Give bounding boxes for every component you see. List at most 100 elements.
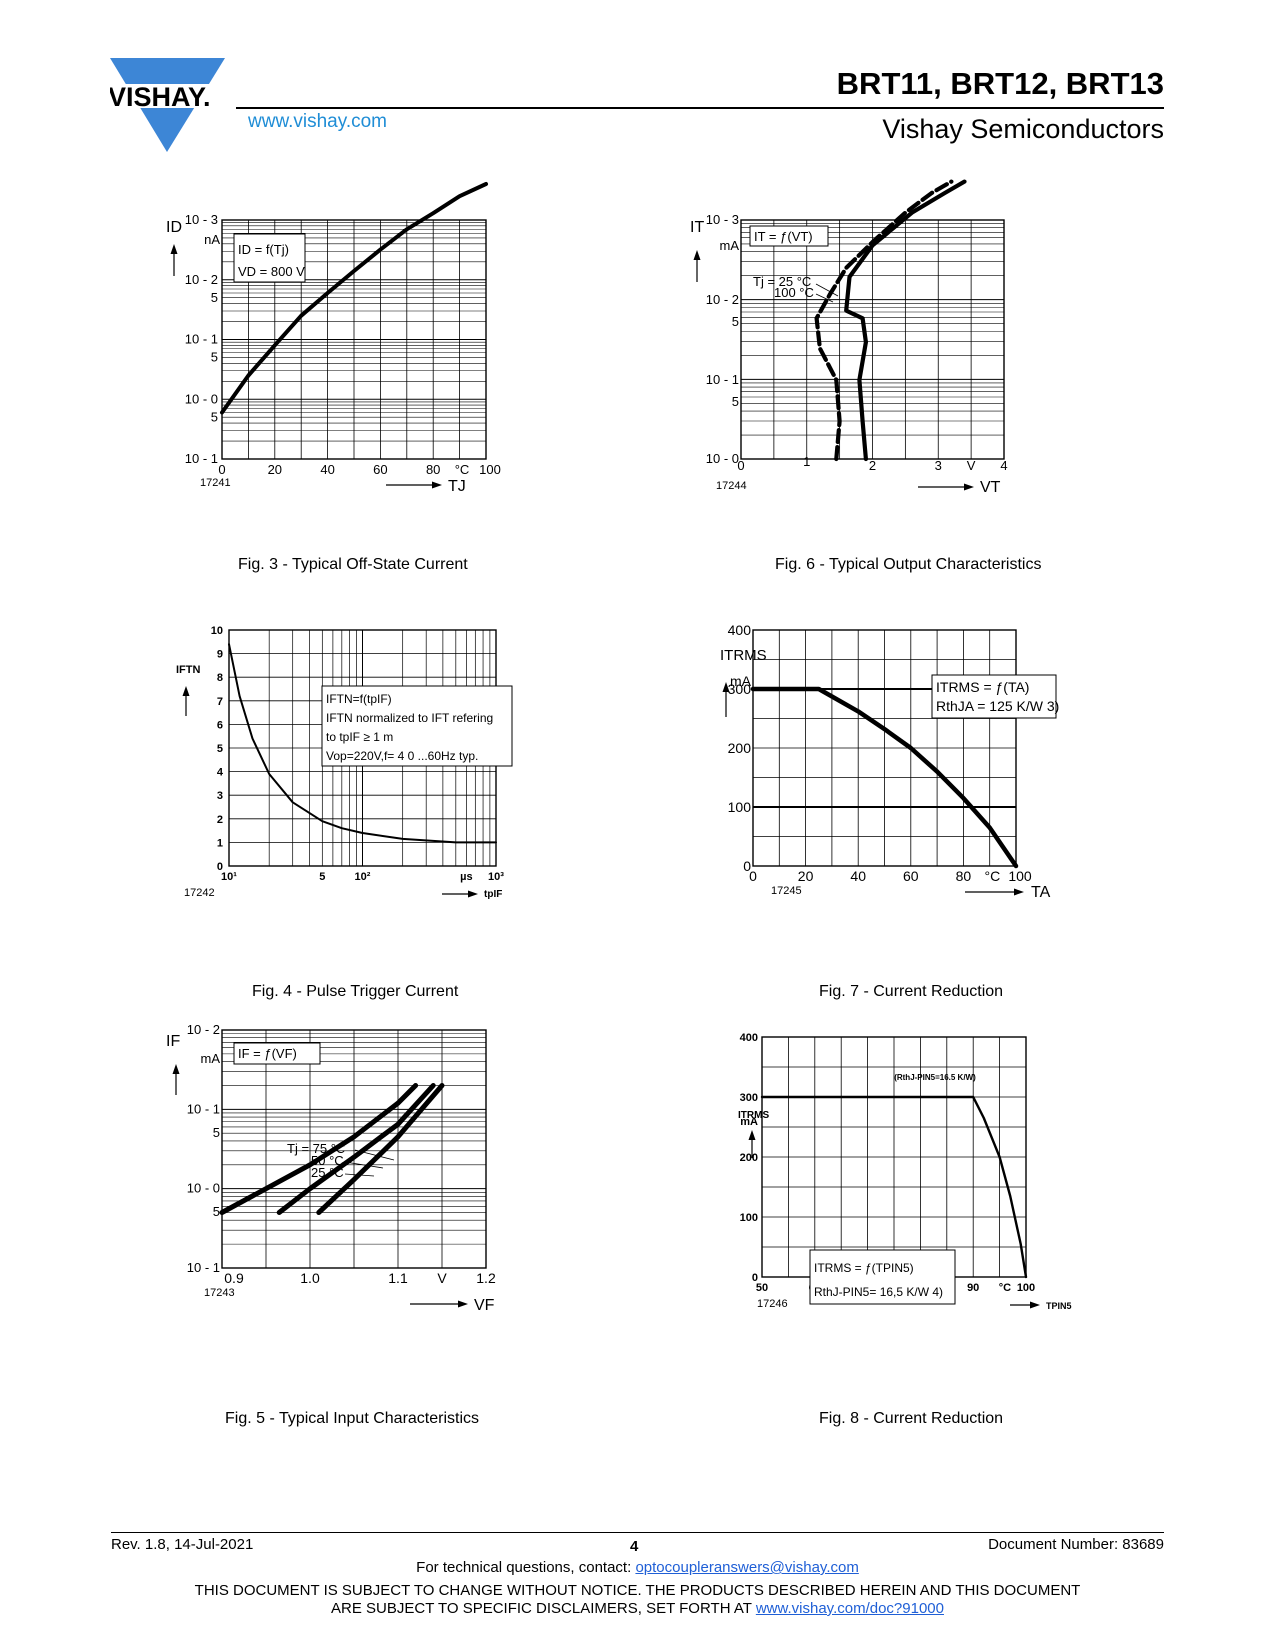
fig3-legend-text: ID = f(Tj) xyxy=(238,242,289,257)
fig3-series-line xyxy=(220,182,488,415)
fig5-series-line-1 xyxy=(276,1083,436,1215)
disclaimer-line-1: THIS DOCUMENT IS SUBJECT TO CHANGE WITHO… xyxy=(194,1582,1081,1599)
fig4-ytick-label: 10 xyxy=(211,625,223,637)
fig6-x-unit: V xyxy=(967,458,976,473)
fig3-xtick-label: 80 xyxy=(426,462,440,477)
fig7-legend-box xyxy=(931,674,1057,719)
fig8-figure-code: 17246 xyxy=(757,1298,788,1310)
fig7-legend-text: ITRMS = ƒ(TA) xyxy=(936,679,1029,695)
fig8-ytick-label: 400 xyxy=(740,1032,758,1044)
logo-text: VISHAY. xyxy=(110,82,211,112)
fig3-figure-code: 17241 xyxy=(200,477,231,489)
fig4-ytick-label: 9 xyxy=(217,649,223,661)
fig4-legend-text: Vop=220V,f= 4 0 ...60Hz typ. xyxy=(326,749,478,763)
fig5-annotation-25c: 25 °C xyxy=(311,1165,344,1180)
fig5-annotation-leader xyxy=(344,1173,375,1177)
fig7-ytick-label: 200 xyxy=(728,740,752,756)
fig7-xtick-label: 80 xyxy=(956,868,972,884)
fig8-legend-text: ITRMS = ƒ(TPIN5) xyxy=(814,1261,914,1275)
fig8-y-arrow-head xyxy=(748,1130,756,1140)
fig6-annotation-100c: 100 °C xyxy=(774,285,814,300)
fig8-caption: Fig. 8 - Current Reduction xyxy=(819,1410,1004,1427)
fig6-x-axis-label: VT xyxy=(980,479,1001,496)
fig8-ytick-label: 100 xyxy=(740,1212,758,1224)
fig7-y-unit: mA xyxy=(730,673,752,689)
fig7-xtick-label: 40 xyxy=(850,868,866,884)
fig6-caption: Fig. 6 - Typical Output Characteristics xyxy=(775,556,1042,573)
fig3-x-unit: °C xyxy=(455,462,470,477)
fig6-ytick-label: 10 - 0 xyxy=(706,451,739,466)
footer-rule xyxy=(111,1532,1164,1533)
fig6-legend-box xyxy=(749,225,829,247)
fig7-x-arrow-head xyxy=(1014,888,1024,896)
fig7-ytick-label: 400 xyxy=(728,622,752,638)
fig6-xtick-label: 4 xyxy=(1000,458,1007,473)
website-link[interactable]: www.vishay.com xyxy=(248,111,388,132)
fig7-legend-text: RthJA = 125 K/W 3) xyxy=(936,698,1059,714)
fig3-ytick-label: 10 - 3 xyxy=(185,212,218,227)
fig6-ytick-label: 10 - 2 xyxy=(706,292,739,307)
contact-email-link[interactable]: optocoupleranswers@vishay.com xyxy=(635,1559,859,1576)
fig8-xtick-label: 50 xyxy=(756,1282,768,1294)
fig5-ytick-label: 10 - 2 xyxy=(187,1022,220,1037)
fig8-y-unit: mA xyxy=(740,1116,758,1128)
fig7-figure-code: 17245 xyxy=(771,885,802,897)
fig3-y-axis-label: ID xyxy=(166,219,182,236)
fig6-ytick-label: 5 xyxy=(732,394,739,409)
fig5-series-line-2 xyxy=(316,1083,445,1215)
fig8-legend-box xyxy=(809,1249,956,1305)
fig7-ytick-label: 100 xyxy=(728,799,752,815)
fig6-y-unit: mA xyxy=(720,238,740,253)
fig5-ytick-label: 10 - 1 xyxy=(187,1260,220,1275)
fig4-figure-code: 17242 xyxy=(184,887,215,899)
fig4-ytick-label: 4 xyxy=(217,767,224,779)
disclaimer-link[interactable]: www.vishay.com/doc?91000 xyxy=(755,1600,944,1617)
fig5-x-arrow-head xyxy=(458,1300,468,1308)
fig7-y-arrow-head xyxy=(722,682,730,692)
fig6-figure-code: 17244 xyxy=(716,480,747,492)
fig7-xtick-label: 100 xyxy=(1008,868,1032,884)
header-rule xyxy=(236,107,1164,109)
fig6-y-arrow-head xyxy=(693,250,701,260)
fig4-caption: Fig. 4 - Pulse Trigger Current xyxy=(252,983,459,1000)
disclaimer-prefix: ARE SUBJECT TO SPECIFIC DISCLAIMERS, SET… xyxy=(331,1600,756,1617)
fig8-x-arrow-head xyxy=(1030,1301,1040,1309)
fig5-series-line-0 xyxy=(219,1083,419,1215)
fig4-series-line xyxy=(228,643,497,844)
fig3-xtick-label: 40 xyxy=(320,462,334,477)
fig6-series-100c xyxy=(814,179,954,462)
fig5-ytick-label: 5 xyxy=(213,1204,220,1219)
fig4-ytick-label: 7 xyxy=(217,696,223,708)
fig7-x-unit: °C xyxy=(984,868,1000,884)
fig3-xtick-label: 20 xyxy=(268,462,282,477)
fig6-y-axis-label: IT xyxy=(690,219,704,236)
fig8-legend-text: RthJ-PIN5= 16,5 K/W 4) xyxy=(814,1285,943,1299)
fig3-caption: Fig. 3 - Typical Off-State Current xyxy=(238,556,468,573)
fig5-caption: Fig. 5 - Typical Input Characteristics xyxy=(225,1410,480,1427)
fig5-xtick-label: 1.1 xyxy=(388,1270,408,1286)
fig4-x-unit: µs xyxy=(460,871,472,883)
fig5-ytick-label: 5 xyxy=(213,1125,220,1140)
fig3-xtick-label: 60 xyxy=(373,462,387,477)
fig6-ytick-label: 10 - 1 xyxy=(706,372,739,387)
fig6-xtick-label: 3 xyxy=(935,458,942,473)
fig5-legend-box xyxy=(233,1042,321,1065)
fig4-ytick-label: 0 xyxy=(217,861,223,873)
fig5-figure-code: 17243 xyxy=(204,1287,235,1299)
fig4-legend-text: IFTN=f(tpIF) xyxy=(326,692,392,706)
fig4-legend-text: to tpIF ≥ 1 m xyxy=(326,730,393,744)
fig3-ytick-label: 10 - 1 xyxy=(185,332,218,347)
fig3-ytick-label: 10 - 1 xyxy=(185,451,218,466)
fig5-legend-text: IF = ƒ(VF) xyxy=(238,1046,297,1061)
fig7-series-line xyxy=(750,686,1019,869)
fig4-ytick-label: 6 xyxy=(217,719,223,731)
fig4-xtick-label: 10¹ xyxy=(221,871,237,883)
contact-prefix: For technical questions, contact: xyxy=(416,1559,636,1576)
fig5-y-axis-label: IF xyxy=(166,1033,180,1050)
fig5-xtick-label: 0.9 xyxy=(224,1270,244,1286)
fig8-ytick-label: 300 xyxy=(740,1092,758,1104)
fig7-y-axis-label: ITRMS xyxy=(720,647,767,664)
fig7-xtick-label: 60 xyxy=(903,868,919,884)
fig4-y-axis-label: IFTN xyxy=(176,664,200,676)
